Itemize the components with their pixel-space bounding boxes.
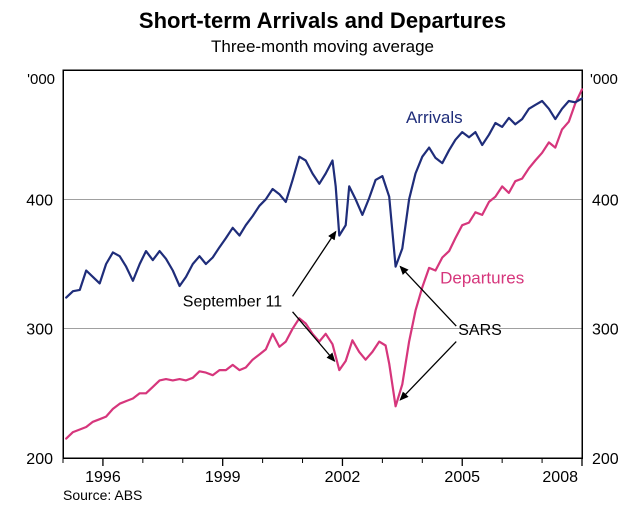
- annotation-label-sars: SARS: [458, 322, 502, 339]
- annotation-label-sept11: September 11: [183, 294, 282, 311]
- svg-text:1999: 1999: [205, 469, 241, 486]
- svg-text:200: 200: [26, 451, 53, 468]
- svg-text:400: 400: [26, 192, 53, 209]
- chart-title: Short-term Arrivals and Departures: [139, 8, 506, 33]
- label-arrivals: Arrivals: [406, 108, 463, 127]
- svg-text:400: 400: [592, 192, 619, 209]
- svg-text:2008: 2008: [542, 469, 578, 486]
- label-departures: Departures: [440, 268, 524, 287]
- chart-container: { "chart": { "type": "line", "title": "S…: [0, 0, 641, 511]
- svg-text:2002: 2002: [325, 469, 361, 486]
- x-ticks: 1996 1999 2002 2005 2008: [85, 458, 582, 486]
- y-ticks-right: 200 300 400: [592, 192, 619, 468]
- y-ticks-left: 200 300 400: [26, 192, 53, 468]
- svg-text:200: 200: [592, 451, 619, 468]
- svg-text:1996: 1996: [85, 469, 121, 486]
- series-departures: [66, 89, 582, 438]
- chart-svg: Short-term Arrivals and Departures Three…: [0, 0, 641, 511]
- chart-subtitle: Three-month moving average: [211, 37, 434, 56]
- source-label: Source: ABS: [63, 487, 142, 503]
- y-units-left: '000: [27, 71, 55, 88]
- svg-text:300: 300: [592, 322, 619, 339]
- svg-text:2005: 2005: [444, 469, 480, 486]
- svg-text:300: 300: [26, 322, 53, 339]
- y-units-right: '000: [590, 71, 618, 88]
- annotation-sept11: September 11: [183, 232, 336, 361]
